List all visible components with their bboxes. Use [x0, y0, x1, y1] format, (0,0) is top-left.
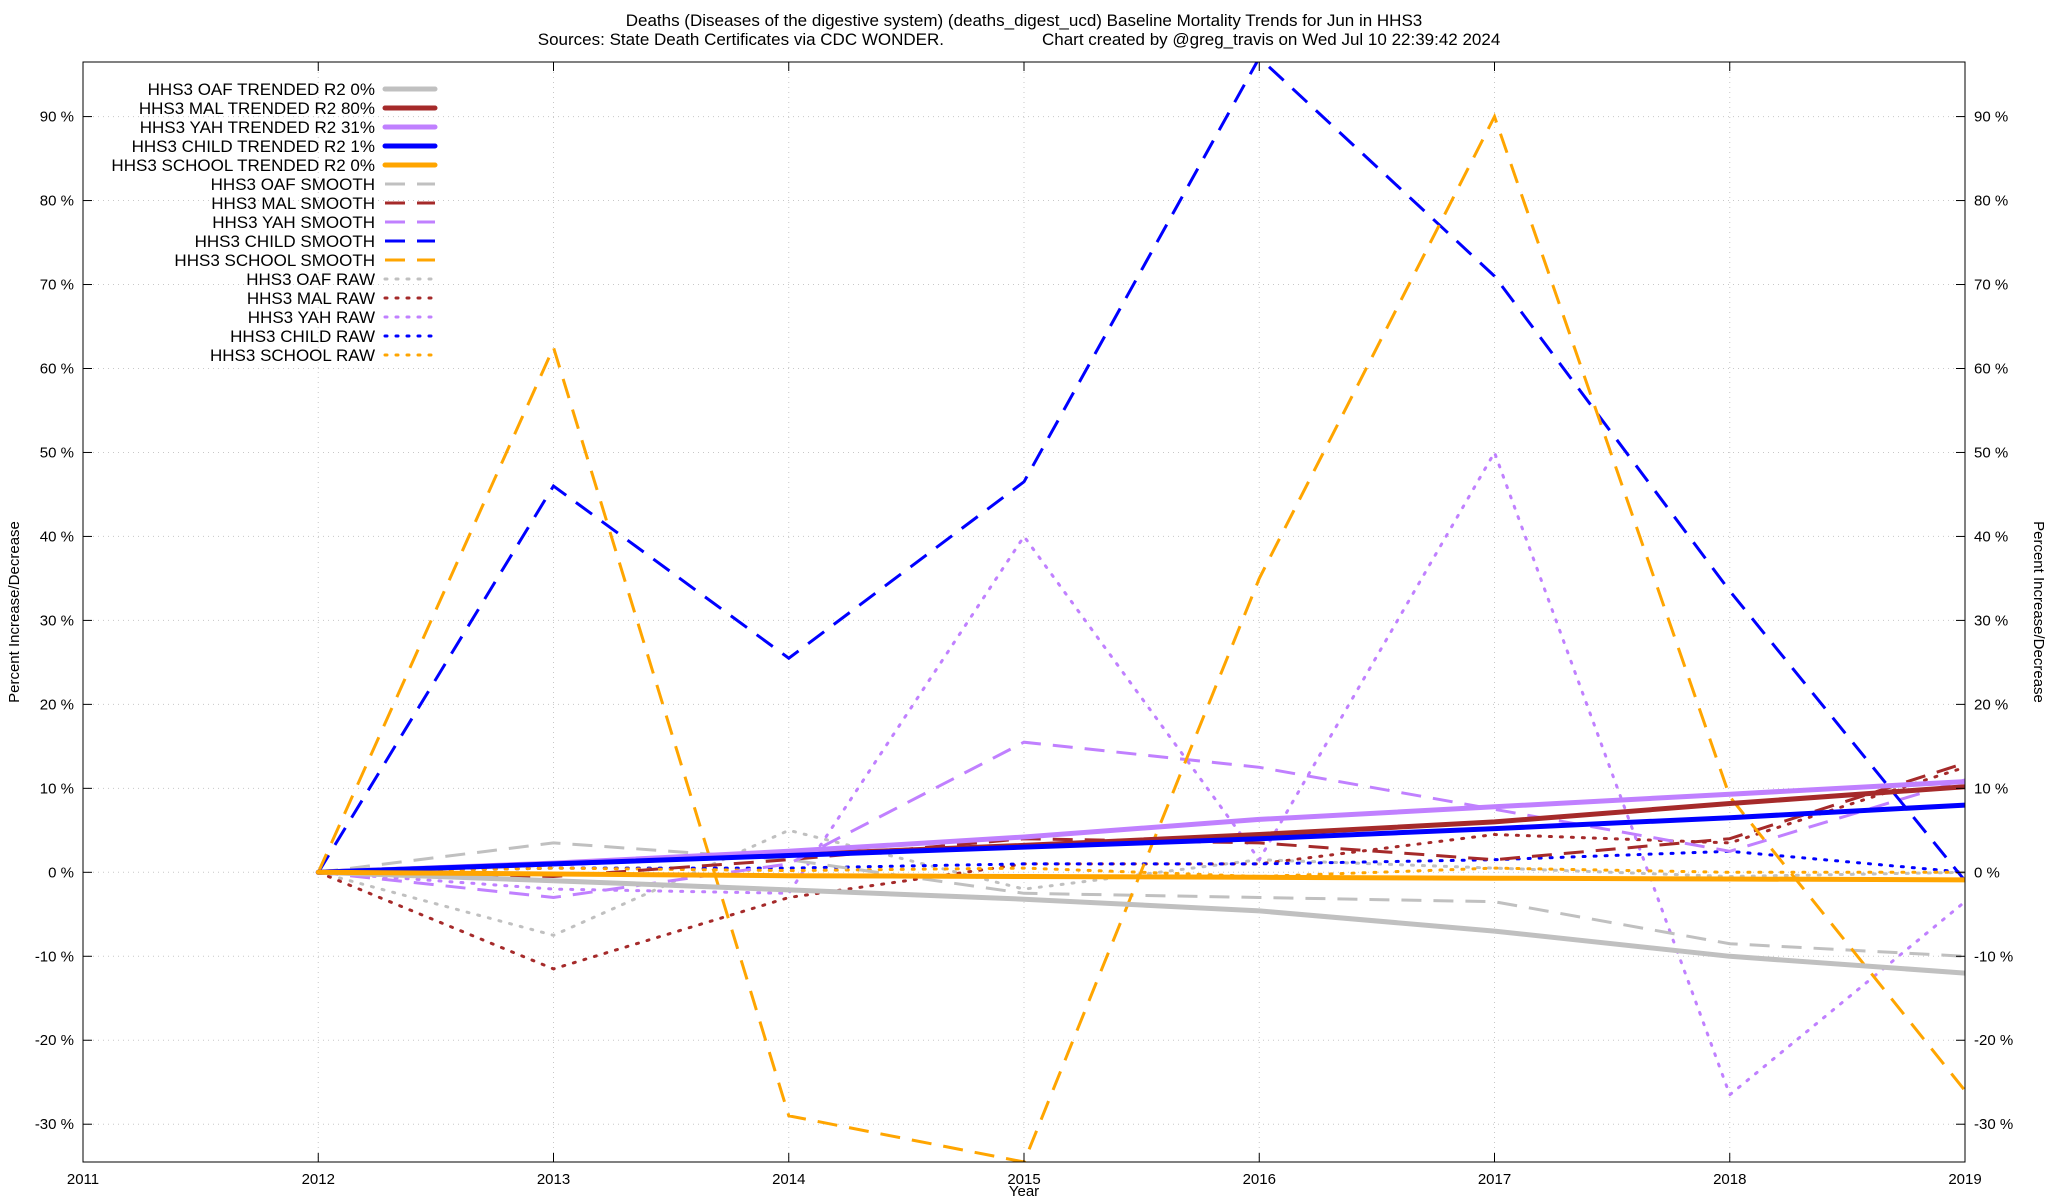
legend-label: HHS3 YAH SMOOTH	[212, 213, 375, 232]
legend-label: HHS3 SCHOOL SMOOTH	[174, 251, 375, 270]
series-line	[316, 866, 1965, 879]
y-tick-label: 70 %	[40, 277, 74, 294]
legend-label: HHS3 SCHOOL RAW	[210, 346, 375, 365]
y2-axis-label: Percent Increase/Decrease	[2030, 521, 2047, 703]
x-tick-label: 2012	[302, 1171, 335, 1188]
series-line	[318, 740, 1965, 900]
y2-tick-label: 40 %	[1974, 528, 2008, 545]
y2-tick-label: 10 %	[1974, 780, 2008, 797]
x-tick-label: 2019	[1948, 1171, 1981, 1188]
series-line	[315, 802, 1965, 875]
plot-series	[315, 62, 1965, 1162]
series-line	[317, 62, 1965, 882]
y2-tick-label: 80 %	[1974, 193, 2008, 210]
series-line	[318, 841, 1965, 958]
y2-tick-label: 70 %	[1974, 277, 2008, 294]
x-tick-label: 2014	[772, 1171, 805, 1188]
legend-label: HHS3 YAH RAW	[248, 308, 375, 327]
legend-label: HHS3 OAF RAW	[246, 270, 375, 289]
axis-ticks: -30 % -30 % -20 % -20 % -10 % -10 % 0 % 0 % 10 %…	[35, 62, 2013, 1188]
x-axis-label: Year	[1009, 1183, 1039, 1200]
x-tick-label: 2013	[537, 1171, 570, 1188]
y2-tick-label: 60 %	[1974, 360, 2008, 377]
y-tick-label: 80 %	[40, 193, 74, 210]
x-tick-label: 2016	[1243, 1171, 1276, 1188]
series-line	[316, 448, 1965, 1098]
legend-label: HHS3 OAF SMOOTH	[211, 175, 375, 194]
y-tick-label: 10 %	[40, 780, 74, 797]
series-line	[316, 828, 1965, 937]
y2-tick-label: 20 %	[1974, 696, 2008, 713]
legend-label: HHS3 OAF TRENDED R2 0%	[148, 80, 375, 99]
y-tick-label: 40 %	[40, 528, 74, 545]
legend-label: HHS3 MAL TRENDED R2 80%	[139, 99, 375, 118]
x-tick-label: 2017	[1478, 1171, 1511, 1188]
legend-label: HHS3 MAL RAW	[247, 289, 375, 308]
y-tick-label: -20 %	[35, 1032, 74, 1049]
x-tick-label: 2011	[67, 1171, 99, 1188]
y2-tick-label: -20 %	[1974, 1032, 2013, 1049]
series-line	[315, 779, 1965, 875]
series-line	[315, 869, 1965, 976]
y-tick-label: 30 %	[40, 612, 74, 629]
legend-label: HHS3 CHILD SMOOTH	[195, 232, 375, 251]
legend-label: HHS3 MAL SMOOTH	[211, 194, 375, 213]
y-tick-label: 50 %	[40, 444, 74, 461]
chart-subtitle-right: Chart created by @greg_travis on Wed Jul…	[1042, 30, 1500, 49]
y-tick-label: -10 %	[35, 948, 74, 965]
x-tick-label: 2018	[1713, 1171, 1746, 1188]
y-tick-label: 60 %	[40, 360, 74, 377]
legend-label: HHS3 CHILD RAW	[230, 327, 375, 346]
series-line	[316, 112, 1965, 1162]
series-line	[315, 869, 1965, 883]
x-tick-label: 2015	[1007, 1171, 1040, 1188]
y2-tick-label: -30 %	[1974, 1116, 2013, 1133]
chart-title: Deaths (Diseases of the digestive system…	[626, 11, 1423, 30]
legend-label: HHS3 SCHOOL TRENDED R2 0%	[111, 156, 375, 175]
y2-tick-label: 50 %	[1974, 444, 2008, 461]
y-tick-label: 90 %	[40, 109, 74, 126]
y-tick-label: -30 %	[35, 1116, 74, 1133]
y-tick-label: 0 %	[48, 864, 74, 881]
y-axis-label: Percent Increase/Decrease	[6, 521, 23, 703]
chart-subtitle-left: Sources: State Death Certificates via CD…	[538, 30, 944, 49]
y-tick-label: 20 %	[40, 696, 74, 713]
legend: HHS3 OAF TRENDED R2 0%HHS3 MAL TRENDED R…	[111, 80, 438, 365]
grid-lines	[83, 62, 1965, 1162]
legend-label: HHS3 YAH TRENDED R2 31%	[140, 118, 375, 137]
legend-label: HHS3 CHILD TRENDED R2 1%	[132, 137, 375, 156]
y2-tick-label: 30 %	[1974, 612, 2008, 629]
y2-tick-label: 90 %	[1974, 109, 2008, 126]
y2-tick-label: -10 %	[1974, 948, 2013, 965]
y2-tick-label: 0 %	[1974, 864, 2000, 881]
